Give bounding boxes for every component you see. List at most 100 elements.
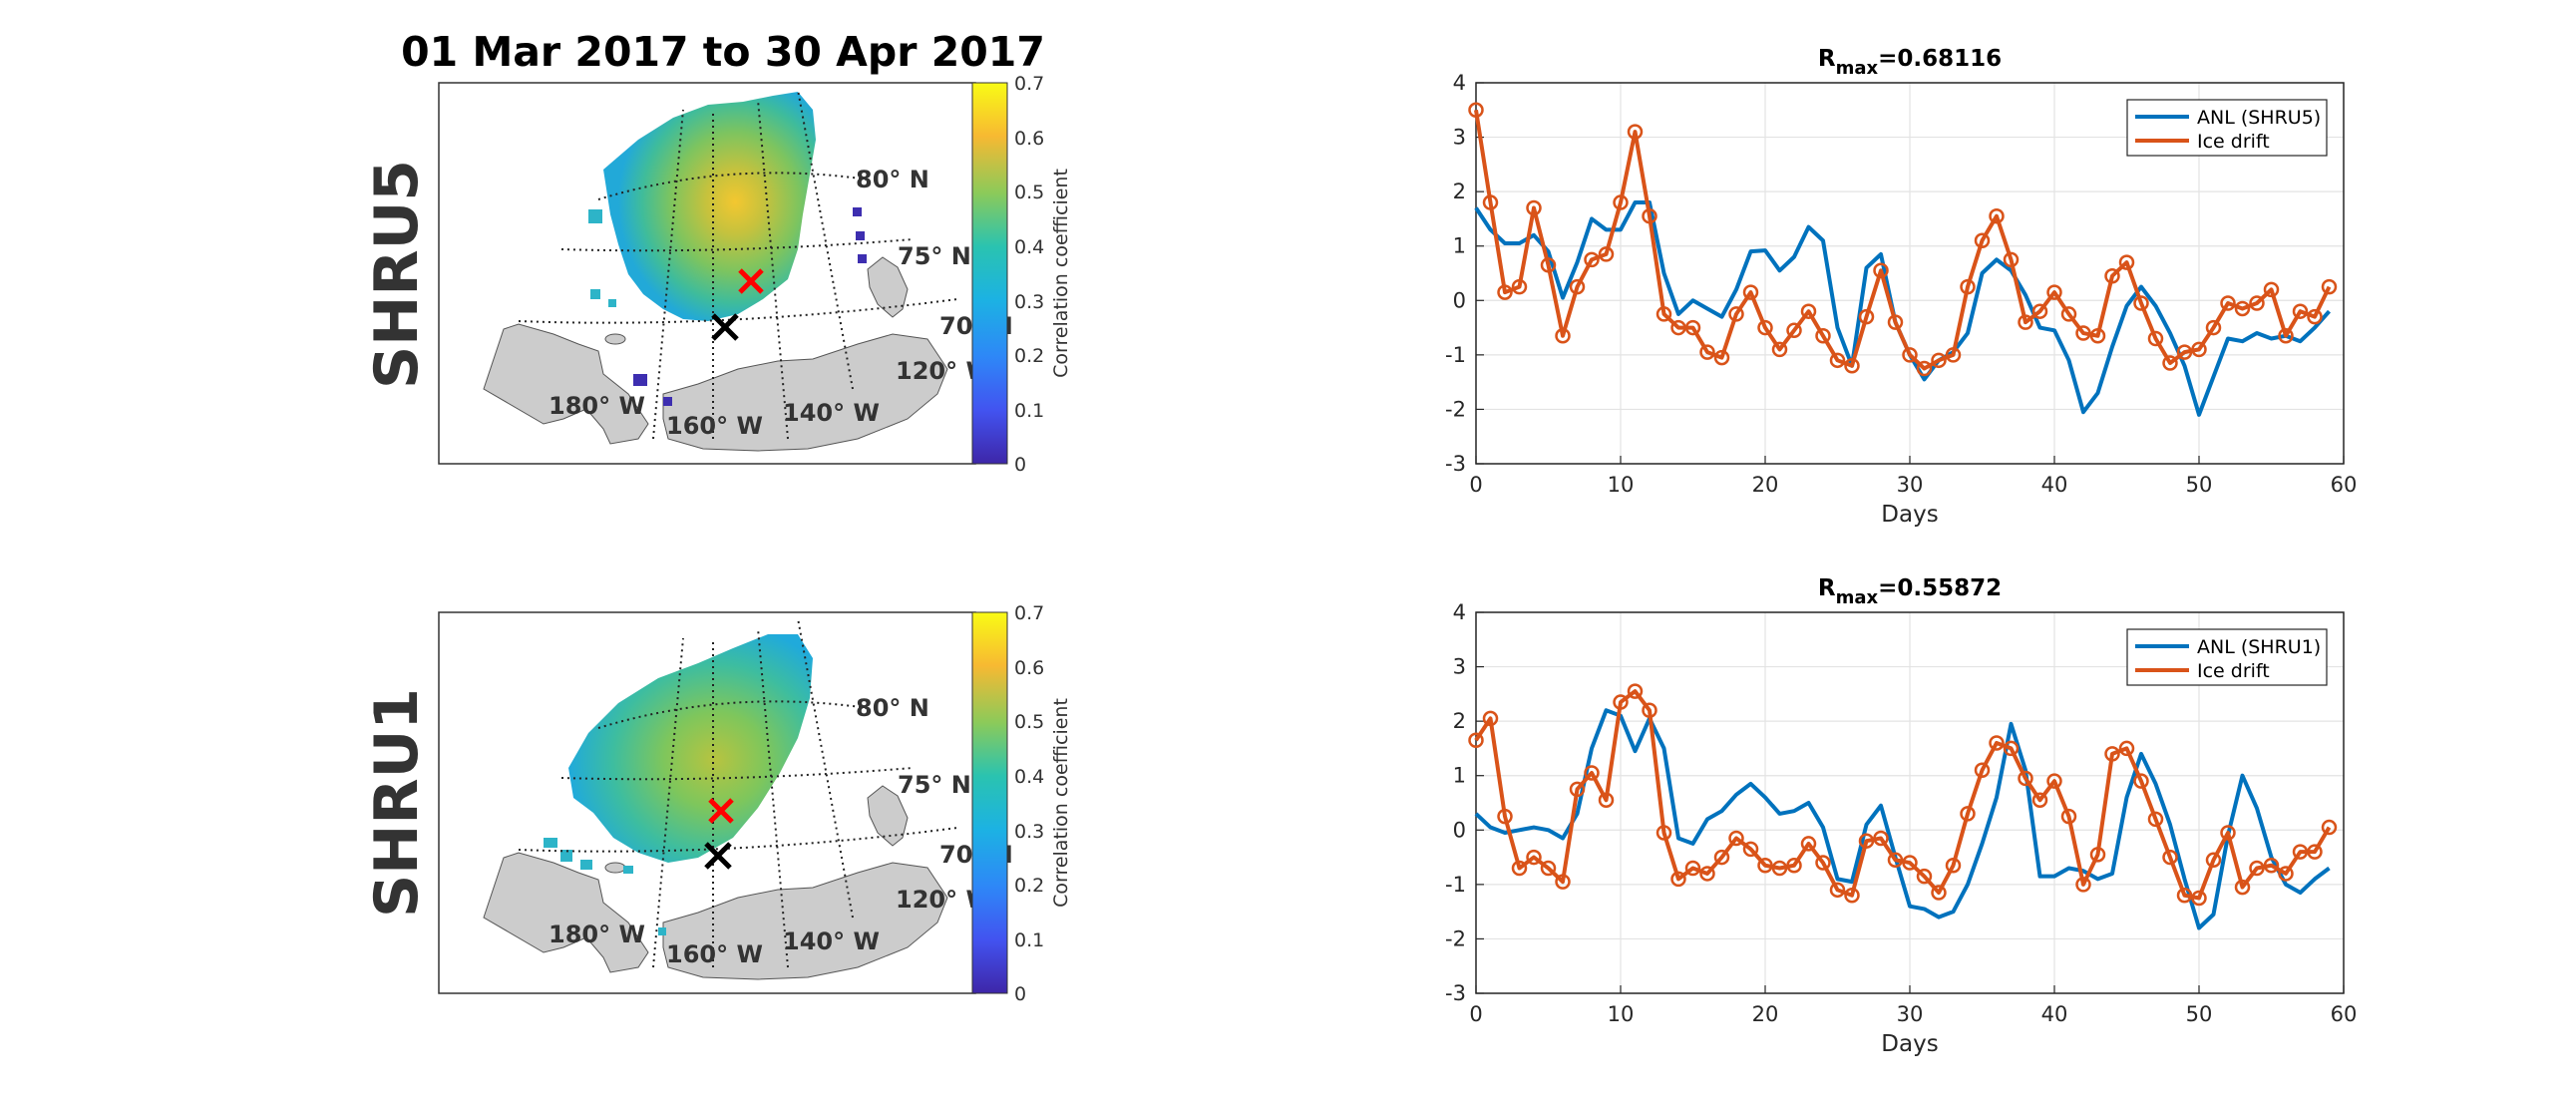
colorbar-gradient [971,82,1008,465]
data-point [1713,349,1730,366]
data-point [1873,830,1889,847]
black-cross-marker [711,313,739,341]
lon-label: 160° W [666,412,763,440]
data-point [1699,344,1715,360]
data-point [2018,314,2033,330]
data-point [2018,770,2033,787]
y-tick-label: 2 [1453,180,1466,203]
data-point [1613,694,1629,710]
data-point [2089,847,2106,863]
data-point [1526,199,1542,216]
colorbar-tick: 0.5 [1014,711,1044,733]
data-point [1887,852,1904,869]
data-point [1989,735,2005,751]
data-point [1989,207,2005,224]
correlation-field [544,634,813,935]
data-point [1728,830,1744,847]
data-point [2234,879,2251,896]
x-tick-label: 40 [2041,1002,2068,1026]
lat-label: 75° N [898,242,971,270]
data-point [1974,762,1991,779]
y-tick-label: -2 [1445,926,1466,950]
data-point [2249,860,2265,877]
data-point [1540,860,1557,877]
data-point [2075,325,2091,341]
data-point [2220,825,2236,841]
data-point [2003,251,2020,268]
data-point [1902,855,1918,871]
data-point [2263,281,2280,298]
y-tick-label: -3 [1445,981,1466,1005]
x-tick-label: 0 [1469,1002,1482,1026]
x-tick-label: 20 [1752,473,1779,497]
data-point [1656,825,1672,841]
data-point [1497,808,1513,825]
data-point [1960,806,1976,822]
chart-title: Rmax=0.68116 [1818,46,2002,79]
x-tick-label: 50 [2186,1002,2213,1026]
data-point [1656,306,1672,322]
data-point [1555,874,1571,890]
y-tick-label: -3 [1445,452,1466,476]
colorbar-label: Correlation coefficient [1050,698,1072,908]
data-point [2176,344,2193,360]
colorbar-tick: 0.1 [1014,929,1044,951]
lon-label: 180° W [549,921,645,948]
data-point [1815,328,1831,344]
data-point [2220,295,2236,311]
colorbar-tick: 0.6 [1014,657,1044,679]
x-tick-label: 30 [1897,1002,1924,1026]
data-point [2234,300,2251,317]
data-point [1858,308,1875,325]
data-point [1771,860,1788,877]
data-point [1642,207,1657,224]
data-point [1511,278,1528,295]
data-point [2249,295,2265,311]
colorbar-tick: 0.7 [1014,73,1044,95]
red-cross-marker [708,798,734,824]
x-tick-label: 40 [2041,473,2068,497]
y-tick-label: 4 [1453,600,1466,624]
colorbar-tick: 0.1 [1014,400,1044,422]
map-panel-shru1: SHRU1 80° N 75° N 70° N [362,602,1072,1005]
colorbar: 0 0.1 0.2 0.3 0.4 0.5 0.6 0.7 Correlatio… [971,73,1072,476]
legend-entry: Ice drift [2197,131,2270,153]
data-point [2307,844,2323,860]
y-tick-label: -1 [1445,343,1466,367]
data-point [2147,330,2164,347]
data-point [2307,308,2323,325]
data-point [2292,844,2309,860]
data-point [2147,811,2164,828]
data-point [1584,251,1600,268]
data-point [1497,284,1513,300]
y-tick-label: 3 [1453,655,1466,679]
data-point [2075,877,2091,893]
data-point [1598,246,1615,262]
data-point [2046,773,2062,789]
legend-entry: ANL (SHRU1) [2197,636,2321,658]
colorbar-tick: 0 [1014,983,1026,1005]
colorbar-tick: 0.4 [1014,766,1044,788]
data-point [2031,792,2048,809]
data-point [2205,319,2222,336]
correlation-field [588,92,867,406]
data-point [1757,319,1773,336]
lon-label: 160° W [666,940,763,968]
data-point [2321,278,2338,295]
data-point [1931,352,1947,369]
y-tick-label: -1 [1445,873,1466,897]
data-point [2278,866,2294,882]
data-point [2089,328,2106,344]
data-point [1699,866,1715,882]
map-panel-shru5: SHRU5 80° N [362,73,1072,476]
y-tick-label: 4 [1453,71,1466,95]
colorbar-tick: 0.7 [1014,602,1044,624]
x-axis-label: Days [1881,1031,1938,1057]
data-point [2104,267,2120,284]
y-tick-label: 1 [1453,764,1466,788]
data-point [1627,124,1644,140]
data-point [1684,860,1701,877]
data-point [1670,871,1686,888]
colorbar-tick: 0.4 [1014,236,1044,258]
data-point [1613,194,1629,210]
